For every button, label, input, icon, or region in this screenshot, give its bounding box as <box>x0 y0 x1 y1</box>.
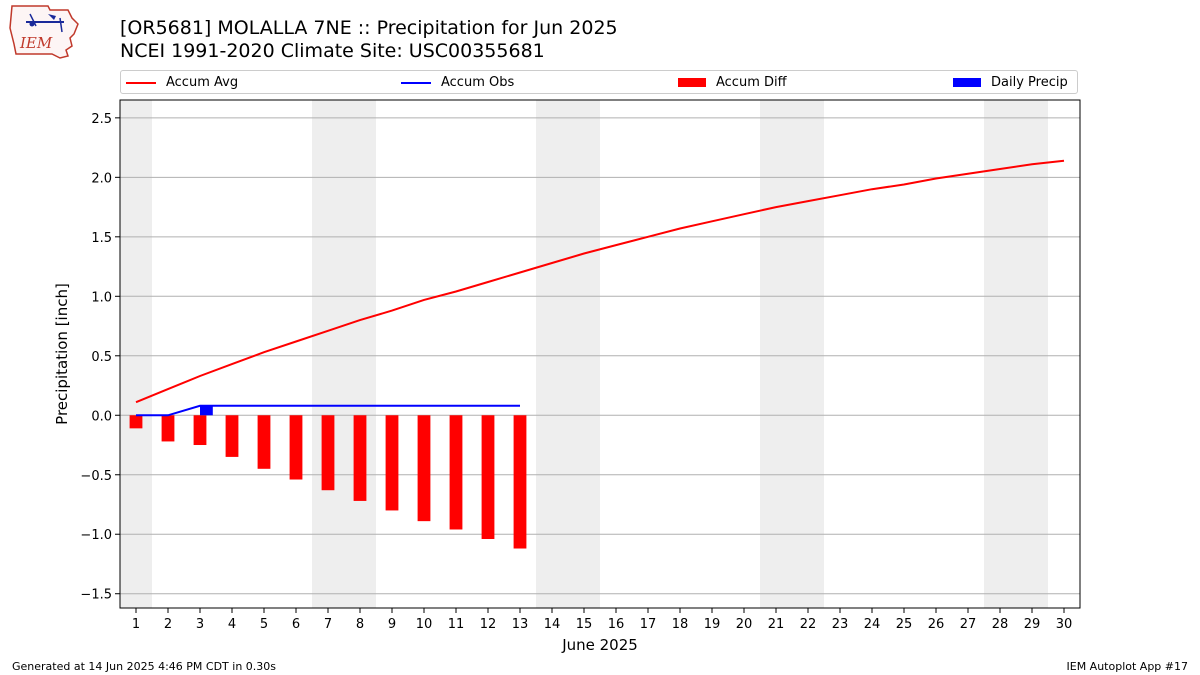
accum-diff-bar <box>449 415 463 530</box>
weekend-band <box>344 100 376 608</box>
daily-precip-bar <box>200 405 213 416</box>
legend-item-accum-obs: Accum Obs <box>401 74 514 92</box>
x-tick-label: 25 <box>896 617 913 632</box>
chart-title: [OR5681] MOLALLA 7NE :: Precipitation fo… <box>120 17 618 39</box>
x-tick-label: 12 <box>480 617 497 632</box>
x-tick-label: 14 <box>544 617 561 632</box>
accum-diff-bar <box>193 415 207 446</box>
legend-swatch-accum-obs <box>401 81 431 84</box>
y-tick-label: 1.5 <box>91 231 112 246</box>
x-tick-label: 19 <box>704 617 721 632</box>
y-tick-label: 0.0 <box>91 409 112 424</box>
accum-diff-bar <box>225 415 239 457</box>
legend-label-accum-diff: Accum Diff <box>716 75 787 90</box>
x-tick-label: 22 <box>800 617 817 632</box>
weekend-band <box>312 100 344 608</box>
legend-label-daily-precip: Daily Precip <box>991 75 1068 90</box>
legend-item-accum-diff: Accum Diff <box>678 74 787 92</box>
y-tick-label: 0.5 <box>91 350 112 365</box>
accum-diff-bar <box>129 415 143 429</box>
weekend-band <box>792 100 824 608</box>
legend-label-accum-obs: Accum Obs <box>441 75 515 90</box>
x-tick-label: 3 <box>196 617 204 632</box>
legend-swatch-accum-diff <box>678 78 706 87</box>
x-tick-label: 16 <box>608 617 625 632</box>
accum-diff-bar <box>417 415 431 522</box>
accum-diff-bar <box>321 415 335 491</box>
x-tick-label: 18 <box>672 617 689 632</box>
legend-swatch-accum-avg <box>126 81 156 84</box>
y-axis-label: Precipitation [inch] <box>53 283 71 425</box>
x-tick-label: 1 <box>132 617 140 632</box>
y-tick-label: −1.5 <box>80 588 112 603</box>
x-tick-label: 9 <box>388 617 396 632</box>
x-tick-label: 2 <box>164 617 172 632</box>
weekend-band <box>568 100 600 608</box>
x-tick-label: 5 <box>260 617 268 632</box>
x-tick-label: 7 <box>324 617 332 632</box>
x-tick-label: 26 <box>928 617 945 632</box>
weekend-band <box>984 100 1016 608</box>
legend-swatch-daily-precip <box>953 78 981 87</box>
footer-app-id: IEM Autoplot App #17 <box>1066 660 1189 673</box>
legend: Accum Avg Accum Obs Accum Diff Daily Pre… <box>120 70 1078 94</box>
accum-diff-bar <box>289 415 303 480</box>
weekend-band <box>760 100 792 608</box>
accum-diff-bar <box>481 415 495 539</box>
x-tick-label: 24 <box>864 617 881 632</box>
legend-label-accum-avg: Accum Avg <box>166 75 239 90</box>
x-tick-label: 28 <box>992 617 1009 632</box>
x-tick-label: 13 <box>512 617 529 632</box>
x-tick-label: 4 <box>228 617 236 632</box>
x-tick-label: 10 <box>416 617 433 632</box>
logo-text: IEM <box>19 34 53 52</box>
y-tick-label: 2.0 <box>91 171 112 186</box>
x-tick-label: 21 <box>768 617 785 632</box>
x-tick-label: 20 <box>736 617 753 632</box>
weekend-band <box>536 100 568 608</box>
x-tick-label: 15 <box>576 617 593 632</box>
y-tick-label: −0.5 <box>80 469 112 484</box>
footer-generated: Generated at 14 Jun 2025 4:46 PM CDT in … <box>12 660 277 673</box>
weekend-band <box>1016 100 1048 608</box>
accum-avg-line <box>135 159 1065 404</box>
x-tick-label: 17 <box>640 617 657 632</box>
accum-diff-bar <box>513 415 527 549</box>
plot-frame <box>119 99 1081 609</box>
y-tick-label: 1.0 <box>91 290 112 305</box>
accum-obs-line <box>136 404 520 417</box>
y-tick-label: 2.5 <box>91 112 112 127</box>
iem-logo: IEM <box>9 5 79 59</box>
accum-diff-bar <box>161 415 175 442</box>
accum-diff-bar <box>353 415 367 501</box>
x-tick-label: 11 <box>448 617 465 632</box>
x-tick-label: 6 <box>292 617 300 632</box>
x-tick-label: 23 <box>832 617 849 632</box>
x-axis-label: June 2025 <box>561 636 638 654</box>
legend-item-daily-precip: Daily Precip <box>953 74 1068 92</box>
weekend-band <box>120 100 152 608</box>
legend-item-accum-avg: Accum Avg <box>126 74 238 92</box>
x-tick-label: 27 <box>960 617 977 632</box>
accum-diff-bar <box>385 415 399 511</box>
chart-subtitle: NCEI 1991-2020 Climate Site: USC00355681 <box>120 40 545 62</box>
x-tick-label: 30 <box>1056 617 1073 632</box>
y-tick-label: −1.0 <box>80 528 112 543</box>
x-tick-label: 8 <box>356 617 364 632</box>
x-tick-label: 29 <box>1024 617 1041 632</box>
accum-diff-bar <box>257 415 271 469</box>
